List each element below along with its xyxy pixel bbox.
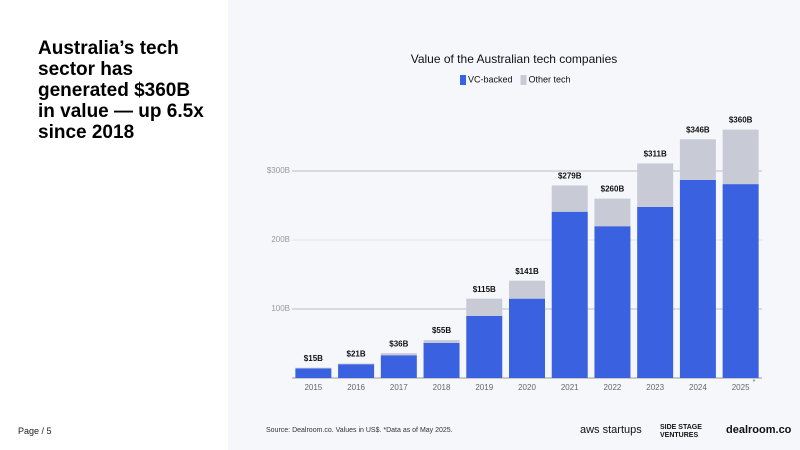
x-tick-label: 2021 — [561, 383, 579, 392]
y-tick-label: $300B — [267, 166, 290, 175]
source-note: Source: Dealroom.co. Values in US$. *Dat… — [266, 427, 453, 434]
page-number: Page / 5 — [18, 426, 52, 436]
bar-segment — [466, 298, 503, 316]
total-label: $115B — [473, 285, 496, 294]
headline: Australia’s tech sector has generated $3… — [38, 38, 204, 143]
total-label: $360B — [729, 116, 753, 125]
y-tick-label: 100B — [271, 304, 290, 313]
bar-segment — [594, 198, 631, 227]
y-tick-label: 200B — [271, 235, 290, 244]
total-label: $55B — [432, 326, 451, 335]
bar-segment — [295, 367, 332, 369]
bar-segment — [679, 139, 716, 180]
x-tick-label: 2024 — [689, 383, 707, 392]
total-label: $260B — [601, 185, 625, 194]
x-tick-label: 2015 — [304, 383, 322, 392]
total-label: $346B — [686, 125, 710, 134]
bar-segment — [551, 185, 588, 212]
x-tick-label: 2016 — [347, 383, 365, 392]
x-tick-label: 2019 — [475, 383, 493, 392]
bar-segment — [594, 226, 631, 378]
total-label: $15B — [304, 354, 323, 363]
bar-segment — [338, 363, 375, 365]
bar-segment — [679, 179, 716, 378]
left-panel — [0, 0, 228, 450]
bar-segment — [637, 206, 674, 378]
bar-segment — [637, 163, 674, 207]
bar-segment — [380, 355, 417, 378]
bar-segment — [380, 353, 417, 356]
bar-segment — [722, 129, 759, 185]
bar-segment — [423, 340, 460, 343]
total-label: $311B — [644, 150, 667, 159]
x-tick-label: 2020 — [518, 383, 536, 392]
legend-label: Other tech — [529, 74, 571, 84]
total-label: $21B — [347, 350, 366, 359]
x-tick-label: 2022 — [604, 383, 622, 392]
bar-segment — [509, 298, 545, 378]
bar-segment — [551, 211, 588, 378]
logo: aws startups — [580, 424, 642, 436]
legend-swatch — [460, 75, 466, 85]
bar-segment — [338, 364, 375, 378]
bar-segment — [509, 280, 545, 299]
total-label: $36B — [389, 339, 408, 348]
x-tick-label: 2023 — [646, 383, 664, 392]
x-tick-label: 2018 — [433, 383, 451, 392]
bar-segment — [423, 342, 460, 378]
footnote-mark: * — [753, 379, 756, 386]
total-label: $141B — [515, 267, 539, 276]
bar-segment — [466, 315, 503, 378]
legend-label: VC-backed — [468, 74, 513, 84]
chart-title: Value of the Australian tech companies — [411, 52, 618, 66]
total-label: $279B — [558, 172, 582, 181]
bar-segment — [295, 368, 332, 378]
x-tick-label: 2017 — [390, 383, 408, 392]
bar-segment — [722, 184, 759, 378]
logo: dealroom.co — [726, 424, 792, 436]
logo: SIDE STAGE VENTURES — [660, 424, 702, 439]
legend-swatch — [520, 75, 527, 85]
x-tick-label: 2025 — [732, 383, 750, 392]
